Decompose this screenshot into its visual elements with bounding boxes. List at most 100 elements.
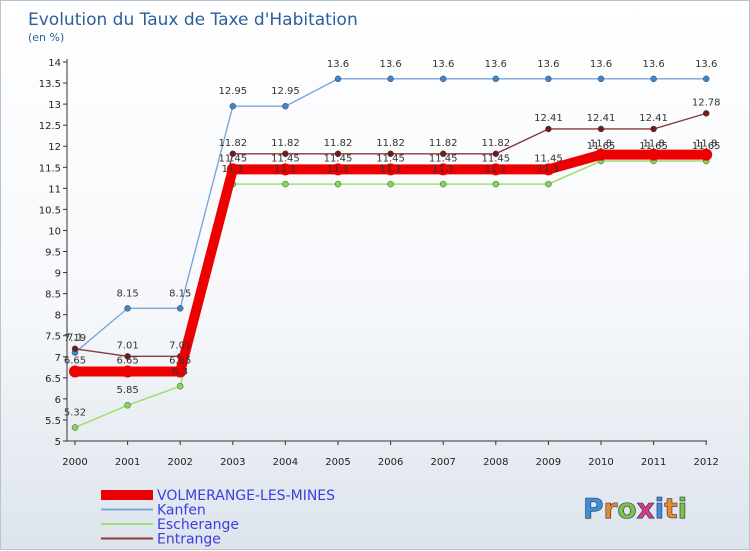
data-point	[650, 125, 657, 133]
data-label: 13.6	[485, 59, 507, 70]
data-point	[597, 75, 605, 83]
data-label: 11.1	[537, 164, 559, 175]
data-point	[71, 345, 79, 353]
data-label: 7.01	[116, 340, 138, 351]
data-label: 11.65	[587, 141, 616, 152]
y-tick-label: 8	[55, 311, 61, 322]
data-label: 12.41	[587, 113, 616, 124]
data-label: 13.6	[379, 59, 401, 70]
legend-label: Escherange	[157, 517, 239, 533]
data-label: 13.6	[537, 59, 559, 70]
y-tick-label: 10	[48, 226, 61, 237]
y-tick-label: 13	[48, 100, 61, 111]
data-point	[124, 401, 131, 409]
data-label: 13.6	[695, 59, 717, 70]
brand-letter: P	[583, 492, 604, 525]
data-label: 11.82	[324, 138, 353, 149]
data-label: 11.1	[379, 164, 401, 175]
data-label: 11.45	[271, 153, 300, 164]
data-label: 11.82	[271, 138, 300, 149]
data-point	[492, 180, 500, 188]
data-point	[279, 163, 292, 176]
data-label: 5.85	[116, 385, 138, 396]
data-point	[650, 75, 657, 83]
x-tick-label: 2006	[378, 457, 403, 468]
data-point	[282, 180, 289, 188]
y-tick-label: 6	[55, 395, 61, 406]
data-labels: 5.325.856.311.1 11.1 11.1 11.1 11.1 11.1 11.11…	[64, 59, 721, 419]
data-point	[282, 150, 289, 158]
data-label: 11.45	[534, 153, 563, 164]
chart-title: Evolution du Taux de Taxe d'Habitation	[28, 10, 358, 30]
data-point	[439, 75, 447, 83]
data-point	[71, 424, 79, 431]
x-tick-label: 2011	[641, 457, 666, 468]
y-tick-label: 12.5	[39, 121, 61, 132]
data-point	[439, 180, 447, 188]
data-point	[229, 102, 237, 110]
data-point	[282, 102, 289, 110]
proxiti-logo: Proxiti	[583, 492, 688, 526]
brand-text: Proxiti	[583, 492, 687, 525]
y-tick-label: 9	[55, 269, 61, 280]
data-point	[334, 180, 342, 188]
data-label: 7.01	[169, 340, 191, 351]
data-point	[492, 75, 500, 83]
x-tick-label: 2010	[588, 457, 613, 468]
y-tick-label: 9.5	[45, 248, 61, 259]
x-tick-label: 2000	[62, 457, 87, 468]
data-point	[334, 75, 342, 83]
brand-letter: i	[655, 492, 665, 525]
data-point	[176, 305, 184, 312]
data-label: 6.65	[169, 356, 191, 367]
data-point	[124, 353, 131, 360]
data-label: 6.3	[172, 366, 188, 377]
x-tick-label: 2007	[430, 457, 455, 468]
data-label: 11.45	[429, 153, 458, 164]
y-tick-label: 14	[48, 58, 61, 69]
data-point	[387, 75, 394, 83]
data-label: 12.41	[534, 113, 563, 124]
data-point	[124, 305, 131, 312]
data-label: 11.8	[695, 139, 717, 150]
legend-label: Entrange	[157, 532, 221, 548]
y-tick-label: 5.5	[45, 416, 61, 427]
data-label: 7.19	[64, 333, 86, 344]
y-tick-label: 7	[55, 353, 61, 364]
data-label: 8.15	[169, 288, 191, 299]
data-point	[647, 148, 660, 161]
legend: VOLMERANGE-LES-MINESKanfenEscherangeEntr…	[101, 488, 335, 548]
data-point	[332, 163, 344, 176]
data-point	[334, 150, 342, 158]
legend-label: VOLMERANGE-LES-MINES	[157, 488, 335, 504]
data-point	[226, 163, 239, 176]
data-point	[545, 180, 552, 188]
data-point	[69, 365, 81, 378]
data-label: 5.32	[64, 408, 86, 419]
data-label: 13.6	[327, 59, 349, 70]
data-point	[595, 148, 607, 161]
data-label: 11.45	[376, 153, 405, 164]
y-tick-label: 13.5	[39, 79, 61, 90]
data-label: 11.82	[429, 138, 458, 149]
data-label: 12.95	[271, 86, 300, 97]
data-label: 7.1	[67, 333, 83, 344]
y-tick-label: 12	[48, 142, 61, 153]
y-tick-label: 7.5	[45, 332, 61, 343]
data-label: 11.1	[432, 164, 454, 175]
data-point	[492, 150, 500, 158]
data-label: 11.45	[481, 153, 510, 164]
y-tick-label: 5	[55, 437, 61, 448]
data-label: 13.6	[590, 59, 612, 70]
data-label: 6.65	[64, 356, 86, 367]
data-point	[545, 125, 552, 133]
x-tick-label: 2012	[693, 457, 718, 468]
data-point	[702, 110, 710, 117]
x-tick-label: 2005	[325, 457, 350, 468]
brand-letter: r	[604, 492, 618, 525]
data-label: 11.8	[590, 139, 612, 150]
data-label: 11.8	[642, 139, 664, 150]
data-point	[384, 163, 397, 176]
data-point	[229, 150, 237, 158]
